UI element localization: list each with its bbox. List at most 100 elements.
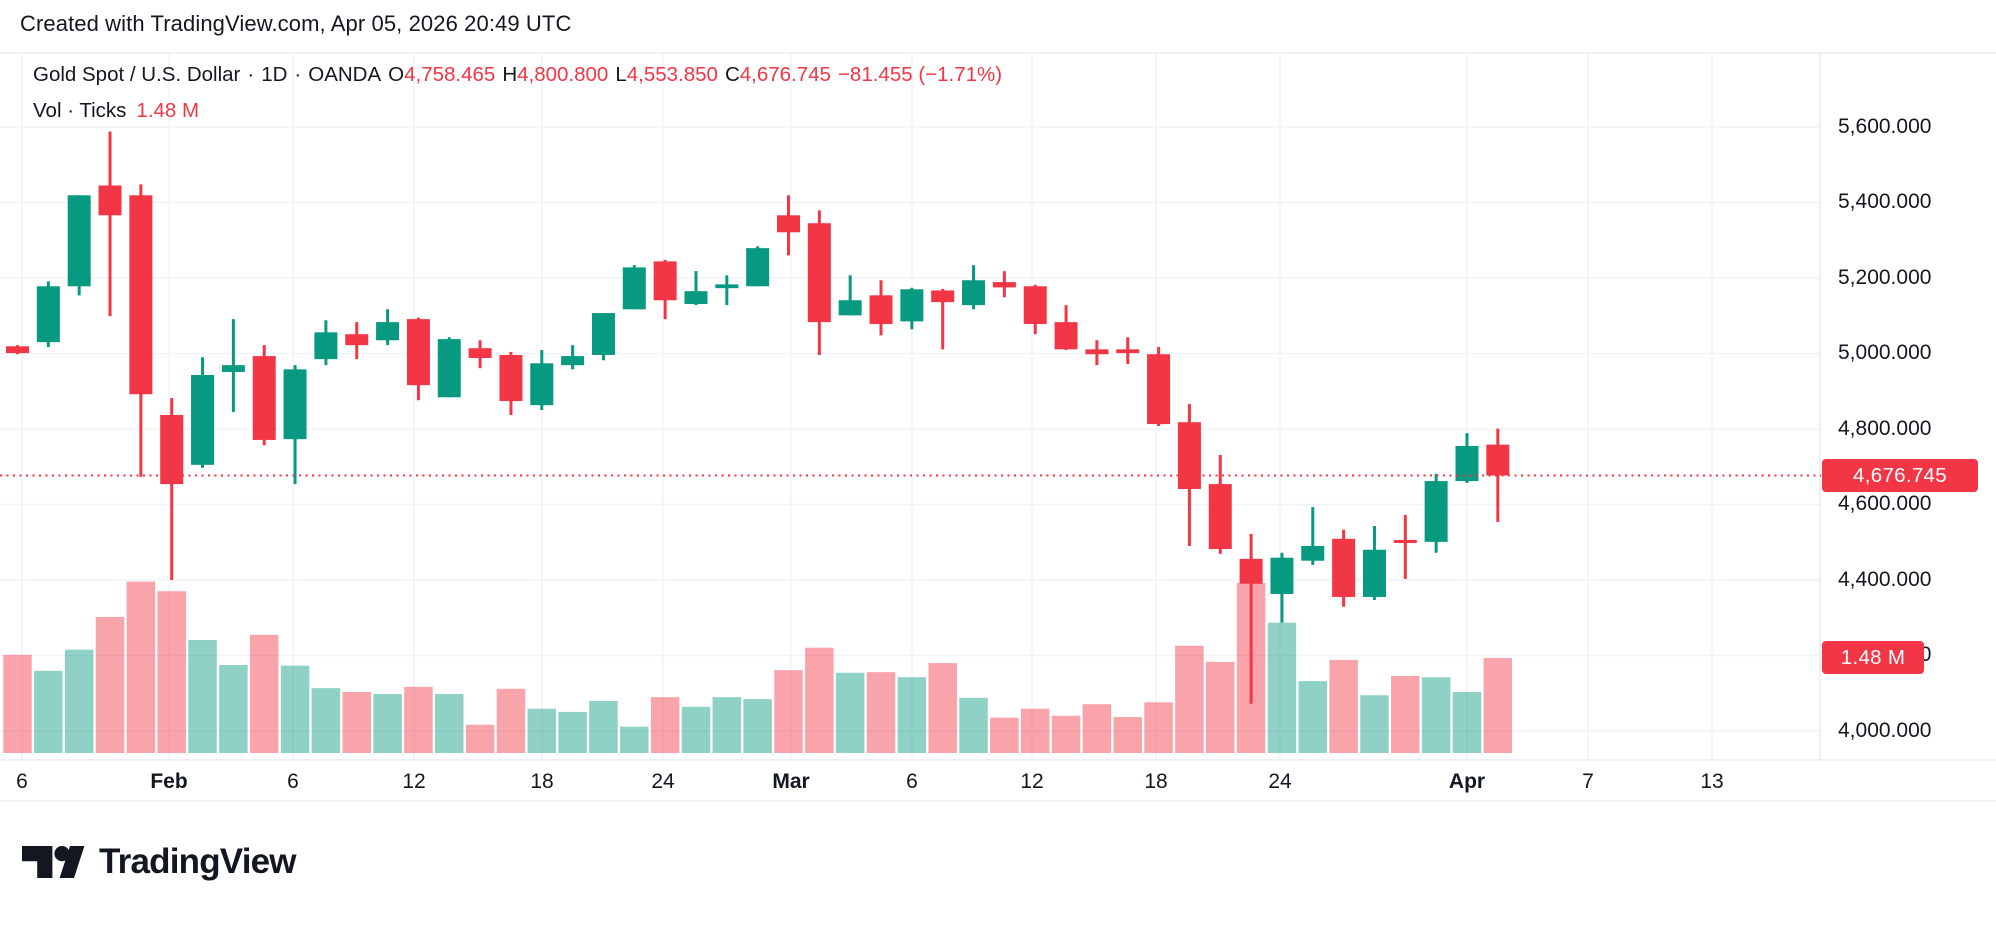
time-axis-label: 13 xyxy=(1700,770,1724,793)
time-axis-month-label: Apr xyxy=(1448,770,1486,793)
candle-body xyxy=(869,295,893,325)
candle-body xyxy=(838,300,862,316)
volume-bar xyxy=(743,699,772,753)
time-axis-label: 6 xyxy=(906,770,918,793)
high-value: 4,800.800 xyxy=(517,63,609,86)
volume-bar xyxy=(249,634,279,753)
volume-bar xyxy=(1360,695,1389,753)
volume-bar xyxy=(34,670,63,753)
volume-label: Vol · Ticks xyxy=(33,99,127,122)
exchange-label: OANDA xyxy=(308,63,382,86)
volume-bar xyxy=(126,581,156,753)
candle-body xyxy=(406,319,430,386)
tradingview-logo-text: TradingView xyxy=(99,842,297,881)
volume-bar xyxy=(959,697,988,753)
volume-bar xyxy=(157,591,186,753)
volume-bar xyxy=(1175,645,1204,753)
chart-plot-area[interactable] xyxy=(0,0,1996,817)
volume-legend: Vol · Ticks 1.48 M xyxy=(33,99,199,123)
close-group: C 4,676.745 xyxy=(725,63,831,87)
candle-body xyxy=(1362,549,1386,597)
candle-body xyxy=(1239,558,1263,584)
price-axis-label: 4,800.000 xyxy=(1838,416,1932,440)
volume-bar xyxy=(712,697,742,753)
volume-bar xyxy=(805,647,834,753)
time-axis-label: 6 xyxy=(16,770,28,793)
volume-bar xyxy=(681,706,711,753)
volume-bar xyxy=(1267,622,1297,753)
time-axis-month-label: Mar xyxy=(772,770,810,793)
candle-body xyxy=(252,356,276,440)
candle-body xyxy=(530,363,554,406)
tradingview-logo-mark xyxy=(22,846,85,878)
volume-bar xyxy=(404,686,433,753)
candle-body xyxy=(499,354,523,402)
volume-bar xyxy=(3,654,32,753)
candle-body xyxy=(962,280,986,306)
volume-bar xyxy=(1082,704,1112,753)
volume-bar xyxy=(1298,681,1328,753)
candle-body xyxy=(1116,349,1140,354)
candle-body xyxy=(777,215,800,233)
candle-body xyxy=(1332,538,1356,597)
time-axis-label: 12 xyxy=(402,770,426,793)
close-value: 4,676.745 xyxy=(739,63,831,86)
candle-body xyxy=(1301,545,1325,561)
candle-body xyxy=(221,365,245,372)
candle-body xyxy=(1054,322,1078,350)
candle-body xyxy=(992,282,1016,288)
price-axis-label: 5,200.000 xyxy=(1838,265,1932,289)
change-value: −81.455 (−1.71%) xyxy=(837,63,1003,86)
candle-body xyxy=(160,415,184,485)
candle-body xyxy=(1023,286,1047,325)
candle-body xyxy=(900,289,924,322)
price-axis-label: 4,000.000 xyxy=(1838,718,1932,742)
candle-body xyxy=(622,267,646,310)
legend-separator: · xyxy=(247,63,255,86)
volume-bar xyxy=(435,693,464,753)
tradingview-logo[interactable]: TradingView xyxy=(22,842,297,882)
high-group: H 4,800.800 xyxy=(502,63,608,87)
volume-bar xyxy=(897,677,927,753)
volume-bar xyxy=(280,665,310,753)
volume-bar xyxy=(1113,717,1142,753)
candle-body xyxy=(715,284,739,289)
candle-body xyxy=(36,286,60,343)
candle-body xyxy=(1424,481,1448,542)
candle-body xyxy=(437,339,461,398)
candle-body xyxy=(931,290,955,303)
candle-body xyxy=(1085,349,1109,355)
volume-bar xyxy=(1452,692,1482,753)
candle-body xyxy=(1270,557,1294,594)
candle-body xyxy=(1455,445,1479,482)
time-axis-label: 12 xyxy=(1020,770,1044,793)
time-axis-label: 7 xyxy=(1582,770,1594,793)
volume-bar xyxy=(496,688,526,753)
price-axis-label: 5,400.000 xyxy=(1838,190,1932,214)
open-letter: O xyxy=(388,63,405,86)
candle-body xyxy=(807,223,831,323)
volume-bar xyxy=(95,616,125,753)
candle-body xyxy=(98,185,122,216)
candle-body xyxy=(468,348,492,359)
volume-bar xyxy=(990,717,1019,753)
volume-bar xyxy=(620,726,649,753)
candle-body xyxy=(1208,484,1232,550)
symbol-legend: Gold Spot / U.S. Dollar · 1D · OANDA O 4,… xyxy=(33,63,1002,87)
candlestick-volume-canvas xyxy=(0,52,1996,802)
price-axis-label: 5,000.000 xyxy=(1838,341,1932,365)
last-volume-badge: 1.48 M xyxy=(1822,641,1924,675)
price-axis-label: 4,600.000 xyxy=(1838,492,1932,516)
volume-bar xyxy=(1051,715,1081,753)
time-axis-label: 6 xyxy=(287,770,299,793)
candle-body xyxy=(314,332,338,360)
price-axis-label: 4,400.000 xyxy=(1838,567,1932,591)
volume-bar xyxy=(64,649,94,753)
volume-bar xyxy=(866,672,896,753)
time-axis-label: 18 xyxy=(530,770,554,793)
volume-bar xyxy=(527,708,557,753)
volume-bar xyxy=(558,711,587,753)
volume-bar xyxy=(373,693,402,753)
close-letter: C xyxy=(724,63,740,86)
